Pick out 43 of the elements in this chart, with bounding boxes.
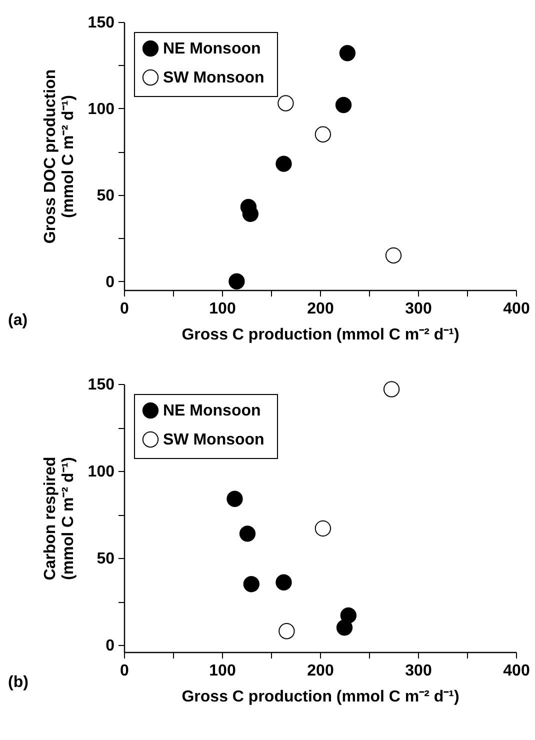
y-axis-title: Carbon respired (mmol C m⁻² d⁻¹) [42, 456, 77, 580]
point [335, 96, 352, 114]
x-tick-label: 400 [503, 300, 530, 318]
x-tick-label: 300 [405, 300, 432, 318]
y-tick-label: 100 [88, 100, 115, 118]
y-tick-label: 50 [96, 550, 115, 568]
y-tick-label: 50 [96, 187, 115, 204]
legend-label: NE Monsoon [163, 40, 261, 58]
point [314, 126, 332, 142]
point [226, 490, 243, 507]
point [243, 576, 260, 592]
point [278, 623, 295, 640]
x-axis-title: Gross C production (mmol C m⁻² d⁻¹) [182, 326, 460, 344]
point [278, 95, 294, 112]
point [276, 156, 292, 172]
x-tick-label: 0 [120, 662, 130, 680]
legend-label: NE Monsoon [163, 402, 261, 420]
point [239, 526, 256, 542]
legend-label: SW Monsoon [163, 432, 264, 448]
point [314, 520, 332, 537]
x-tick-label: 200 [307, 300, 334, 318]
y-tick-label: 150 [88, 376, 115, 394]
point [339, 45, 356, 62]
x-tick-label: 300 [405, 662, 432, 680]
y-tick-label: 150 [88, 14, 115, 32]
y-tick-label: 0 [106, 638, 115, 655]
x-tick-label: 100 [209, 662, 236, 680]
y-axis-title: Gross DOC production (mmol C m⁻² d⁻¹) [42, 69, 77, 244]
x-tick-label: 0 [120, 300, 130, 318]
point [383, 381, 400, 398]
text: (b) [8, 674, 28, 691]
point [276, 574, 292, 590]
x-tick-label: 200 [307, 662, 334, 680]
point [340, 607, 357, 624]
legend-label: SW Monsoon [163, 70, 264, 86]
point [385, 247, 402, 264]
text: (a) [8, 312, 28, 329]
y-tick-label: 0 [106, 274, 115, 291]
x-tick-label: 400 [503, 662, 530, 680]
x-tick-label: 100 [209, 300, 236, 318]
x-axis-title: Gross C production (mmol C m⁻² d⁻¹) [182, 688, 460, 706]
point [228, 273, 245, 290]
y-tick-label: 100 [88, 464, 115, 481]
